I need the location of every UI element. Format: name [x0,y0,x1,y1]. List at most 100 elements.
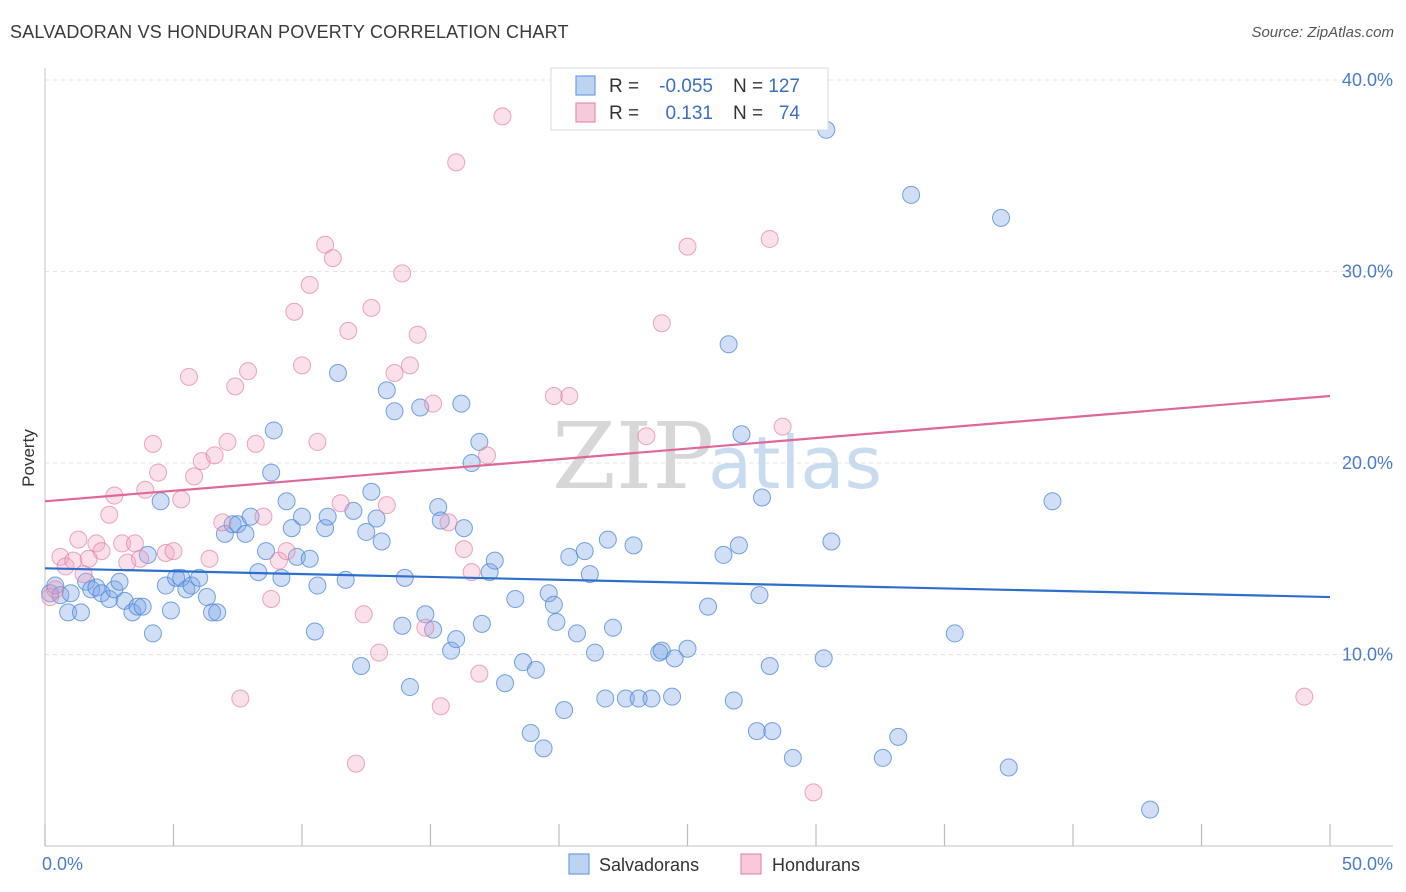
honduran-point [46,580,65,599]
salvadoran-point [526,660,545,679]
tick-labels: 10.0% 20.0% 30.0% 40.0% 0.0% 50.0% [42,70,1393,874]
salvadoran-point [452,394,471,413]
salvadoran-point [729,536,748,555]
salvadoran-point [616,689,635,708]
salvadoran-point [357,522,376,541]
salvadoran-point [156,576,175,595]
salvadoran-point [547,612,566,631]
salvadoran-point [308,576,327,595]
honduran-point [362,298,381,317]
salvadoran-point [1043,492,1062,511]
honduran-point [346,754,365,773]
salvadoran-point [400,678,419,697]
honduran-point [760,229,779,248]
honduran-point [370,643,389,662]
salvadoran-point [431,511,450,530]
hondurans-points [41,107,1314,802]
honduran-point [560,386,579,405]
salvadoran-point [272,568,291,587]
honduran-point [226,377,245,396]
salvadoran-point [663,687,682,706]
salvadoran-point [393,616,412,635]
x-tick-label: 50.0% [1342,854,1393,874]
honduran-point [773,417,792,436]
honduran-point [218,432,237,451]
salvadoran-point [902,185,921,204]
bottom-legend-salvadorans-swatch [568,853,590,875]
salvadoran-point [442,641,461,660]
hond-n-label: N = [733,103,763,124]
honduran-point [339,321,358,340]
honduran-point [408,325,427,344]
honduran-point [172,490,191,509]
salvadoran-point [416,605,435,624]
honduran-point [300,275,319,294]
honduran-point [92,542,111,561]
honduran-point [316,235,335,254]
salvadoran-point [424,620,443,639]
x-tick-label: 0.0% [42,854,83,874]
bottom-legend-hondurans-swatch [740,853,762,875]
salvadoran-point [300,549,319,568]
y-tick-label: 20.0% [1342,453,1393,473]
honduran-point [331,494,350,513]
honduran-point [462,563,481,582]
salvadoran-point [241,507,260,526]
salvadoran-point [447,630,466,649]
salvadoran-point [429,498,448,517]
honduran-point [149,463,168,482]
honduran-point [185,467,204,486]
salvadoran-point [293,507,311,526]
salvadoran-point [1141,800,1160,819]
salvadoran-point [328,363,347,382]
salvadoran-point [999,758,1018,777]
honduran-point [385,363,404,382]
salv-r-label: R = [609,76,639,97]
honduran-point [277,542,296,561]
honduran-point [125,534,144,553]
salvadoran-point [873,748,892,767]
honduran-point [136,480,155,499]
salvadoran-point [889,727,908,746]
honduran-point [493,107,512,126]
honduran-point [205,446,224,465]
salvadoran-point [750,586,769,605]
salv-n-value: 127 [768,76,800,97]
salvadoran-point [128,597,147,616]
salvadoran-point [151,492,170,511]
salvadoran-point [814,649,833,668]
salvadoran-point [316,519,335,538]
salvadoran-point [257,542,276,561]
honduran-point [246,434,265,453]
trend-lines [44,394,1331,599]
grid-layer [45,79,1393,655]
salvadoran-point [385,402,404,421]
salvadoran-point [352,656,371,675]
salvadoran-point [496,674,515,693]
salvadoran-point [203,603,222,622]
salvadoran-point [454,519,473,538]
salvadoran-point [760,656,779,675]
honduran-point [262,589,281,608]
honduran-point [308,432,327,451]
honduran-point [131,549,150,568]
honduran-point [269,551,288,570]
honduran-point [164,542,183,561]
salvadoran-point [472,614,491,633]
salvadoran-point [87,578,106,597]
salvadoran-point [277,492,296,511]
salvadoran-point [59,603,78,622]
honduran-point [354,605,373,624]
honduran-point [254,507,273,526]
honduran-point [377,496,396,515]
stats-legend-frame [550,67,829,131]
salvadoran-point [395,568,414,587]
salvadoran-point [596,689,615,708]
salvadoran-point [544,595,563,614]
salvadoran-point [992,208,1011,227]
salvadoran-point [665,649,684,668]
salvadoran-point [485,551,504,570]
salvadoran-point [161,601,180,620]
salvadoran-point [462,454,481,472]
salvadoran-point [100,589,119,608]
